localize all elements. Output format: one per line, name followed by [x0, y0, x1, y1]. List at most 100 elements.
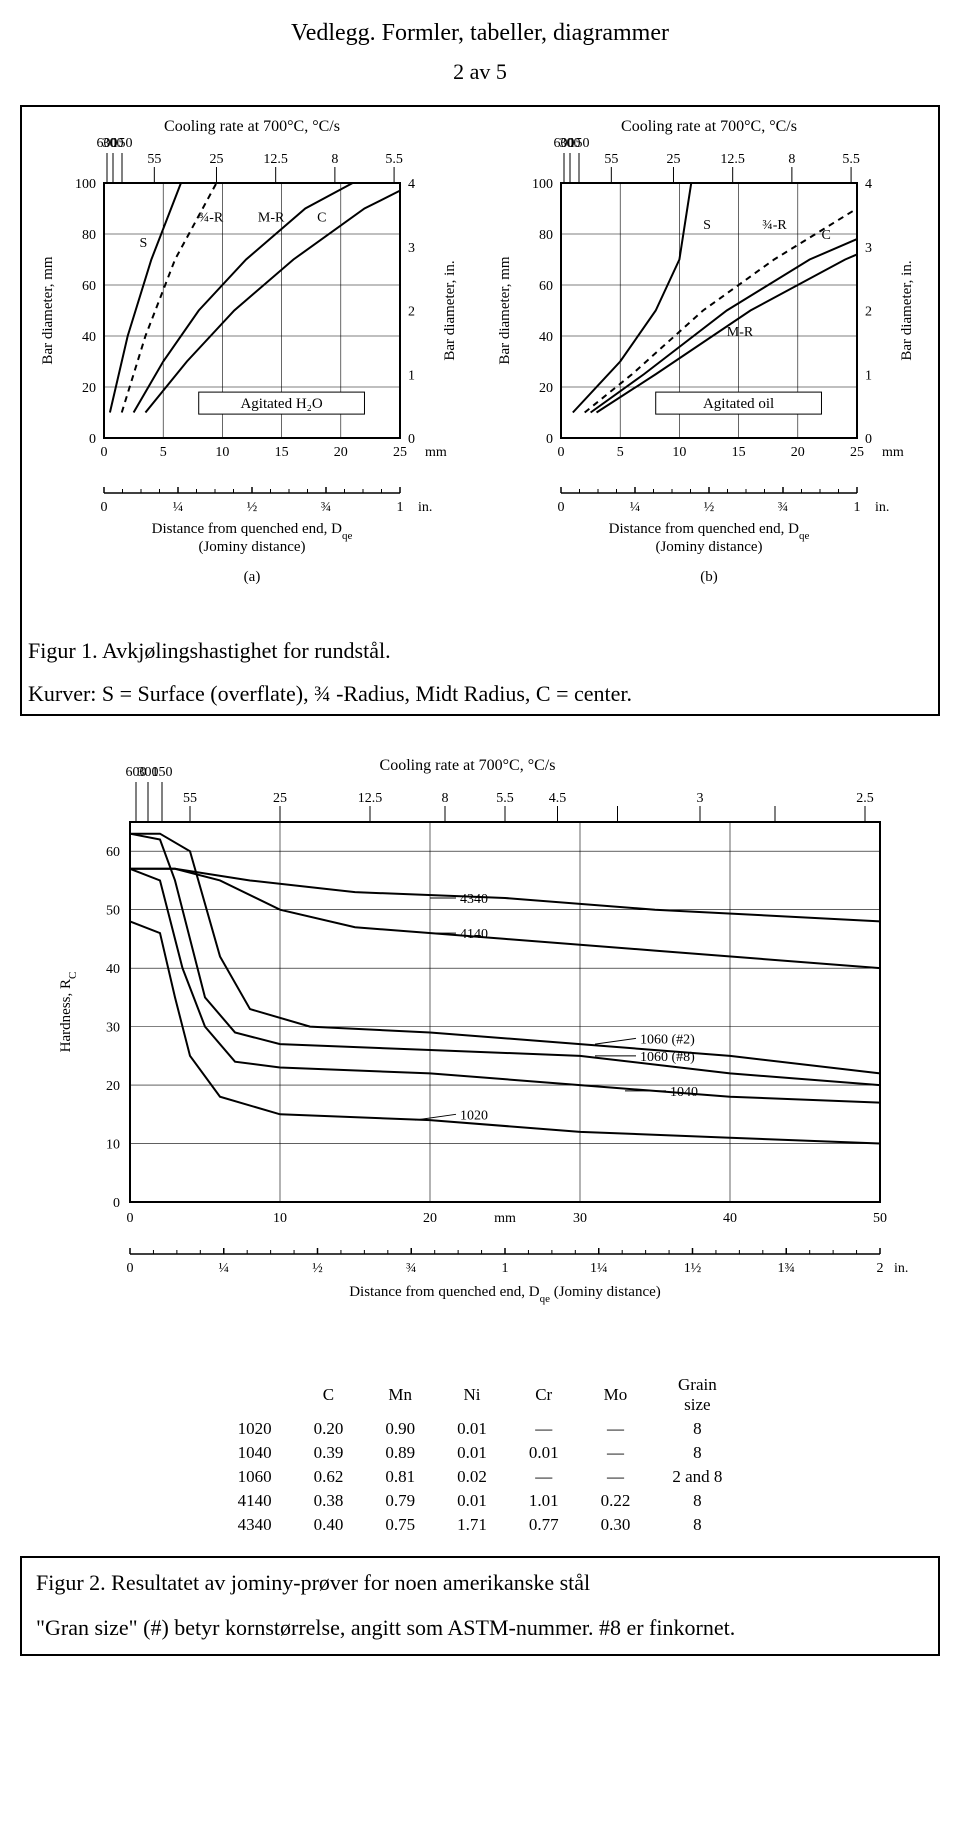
svg-text:100: 100	[75, 177, 96, 192]
figure1-caption-l2: Kurver: S = Surface (overflate), ¾ -Radi…	[28, 680, 932, 709]
svg-text:¾: ¾	[320, 500, 331, 515]
svg-text:0: 0	[100, 445, 107, 460]
svg-text:30: 30	[573, 1211, 587, 1226]
svg-text:4140: 4140	[460, 927, 488, 942]
svg-text:Hardness, RC: Hardness, RC	[58, 972, 79, 1053]
chart-2-svg: 600300150Cooling rate at 700°C, °C/s5525…	[40, 746, 920, 1366]
svg-text:8: 8	[442, 791, 449, 806]
svg-text:1040: 1040	[670, 1085, 698, 1100]
svg-text:¼: ¼	[629, 500, 640, 515]
svg-text:in.: in.	[875, 500, 889, 515]
comp-row: 43400.400.751.710.770.308	[218, 1514, 743, 1536]
svg-text:S: S	[703, 218, 711, 233]
comp-row: 10200.200.900.01——8	[218, 1418, 743, 1440]
svg-text:M-R: M-R	[257, 210, 284, 225]
svg-text:4: 4	[408, 177, 415, 192]
svg-text:25: 25	[393, 445, 407, 460]
svg-text:S: S	[139, 236, 147, 251]
svg-text:C: C	[317, 210, 326, 225]
comp-row: 41400.380.790.011.010.228	[218, 1490, 743, 1512]
svg-text:0: 0	[865, 432, 872, 447]
comp-cell: 8	[652, 1490, 742, 1512]
svg-text:0: 0	[408, 432, 415, 447]
comp-cell: 1020	[218, 1418, 292, 1440]
chart-b-container: Cooling rate at 700°C, °C/s6003001505525…	[485, 113, 932, 623]
comp-cell: 0.62	[294, 1466, 364, 1488]
svg-text:50: 50	[106, 904, 120, 919]
svg-text:Cooling rate at 700°C, °C/s: Cooling rate at 700°C, °C/s	[621, 118, 797, 135]
svg-text:½: ½	[312, 1261, 323, 1276]
svg-text:0: 0	[113, 1196, 120, 1211]
page-number: 2 av 5	[20, 59, 940, 85]
svg-text:150: 150	[111, 136, 132, 151]
svg-text:4: 4	[865, 177, 872, 192]
comp-header-cell: Cr	[509, 1374, 579, 1416]
comp-cell: —	[581, 1418, 651, 1440]
svg-text:4340: 4340	[460, 892, 488, 907]
svg-text:in.: in.	[418, 500, 432, 515]
comp-cell: 0.40	[294, 1514, 364, 1536]
svg-text:1¾: 1¾	[778, 1261, 796, 1276]
svg-text:Bar diameter, in.: Bar diameter, in.	[442, 260, 458, 360]
svg-text:20: 20	[790, 445, 804, 460]
svg-text:25: 25	[850, 445, 864, 460]
svg-text:40: 40	[539, 330, 553, 345]
svg-text:Bar diameter, mm: Bar diameter, mm	[497, 256, 513, 364]
svg-text:1: 1	[865, 368, 872, 383]
svg-text:40: 40	[82, 330, 96, 345]
svg-text:0: 0	[127, 1211, 134, 1226]
figure2-container: 600300150Cooling rate at 700°C, °C/s5525…	[20, 746, 940, 1656]
svg-text:3: 3	[408, 241, 415, 256]
svg-text:0: 0	[89, 432, 96, 447]
svg-text:1½: 1½	[684, 1261, 702, 1276]
composition-table: CMnNiCrMoGrainsize 10200.200.900.01——810…	[216, 1372, 745, 1538]
svg-text:1060 (#8): 1060 (#8)	[640, 1050, 695, 1065]
comp-cell: 0.20	[294, 1418, 364, 1440]
svg-text:2: 2	[877, 1261, 884, 1276]
comp-cell: 1.71	[437, 1514, 507, 1536]
svg-text:10: 10	[672, 445, 686, 460]
svg-text:2.5: 2.5	[856, 791, 874, 806]
comp-header-cell	[218, 1374, 292, 1416]
svg-text:10: 10	[273, 1211, 287, 1226]
svg-text:C: C	[821, 228, 830, 243]
comp-cell: 0.79	[365, 1490, 435, 1512]
comp-cell: 8	[652, 1442, 742, 1464]
svg-text:Bar diameter, mm: Bar diameter, mm	[40, 256, 56, 364]
svg-text:1: 1	[502, 1261, 509, 1276]
svg-text:(Jominy distance): (Jominy distance)	[655, 539, 762, 555]
comp-cell: 0.90	[365, 1418, 435, 1440]
svg-text:½: ½	[703, 500, 714, 515]
svg-text:0: 0	[546, 432, 553, 447]
svg-text:Cooling rate at 700°C, °C/s: Cooling rate at 700°C, °C/s	[164, 118, 340, 135]
svg-text:25: 25	[666, 152, 680, 167]
svg-text:12.5: 12.5	[358, 791, 383, 806]
svg-text:Distance from quenched end, Dq: Distance from quenched end, Dqe (Jominy …	[349, 1284, 661, 1305]
svg-text:20: 20	[82, 381, 96, 396]
chart-a-container: Cooling rate at 700°C, °C/s6003001505525…	[28, 113, 475, 623]
svg-text:3: 3	[697, 791, 704, 806]
svg-text:(Jominy distance): (Jominy distance)	[198, 539, 305, 555]
svg-text:5: 5	[159, 445, 166, 460]
svg-text:100: 100	[532, 177, 553, 192]
comp-header-cell: Mn	[365, 1374, 435, 1416]
svg-text:2: 2	[865, 305, 872, 320]
svg-text:0: 0	[100, 500, 107, 515]
comp-header-cell: C	[294, 1374, 364, 1416]
svg-text:¾: ¾	[777, 500, 788, 515]
page-header: Vedlegg. Formler, tabeller, diagrammer	[20, 20, 940, 47]
svg-text:Cooling rate at 700°C, °C/s: Cooling rate at 700°C, °C/s	[380, 757, 556, 774]
svg-text:25: 25	[209, 152, 223, 167]
svg-text:12.5: 12.5	[720, 152, 745, 167]
comp-row: 10400.390.890.010.01—8	[218, 1442, 743, 1464]
svg-text:80: 80	[82, 228, 96, 243]
comp-cell: —	[581, 1466, 651, 1488]
svg-text:20: 20	[333, 445, 347, 460]
svg-text:55: 55	[183, 791, 197, 806]
comp-cell: 0.02	[437, 1466, 507, 1488]
comp-cell: 0.38	[294, 1490, 364, 1512]
svg-text:mm: mm	[882, 445, 904, 460]
svg-text:30: 30	[106, 1021, 120, 1036]
figure2-caption-box: Figur 2. Resultatet av jominy-prøver for…	[20, 1556, 940, 1656]
svg-text:8: 8	[788, 152, 795, 167]
